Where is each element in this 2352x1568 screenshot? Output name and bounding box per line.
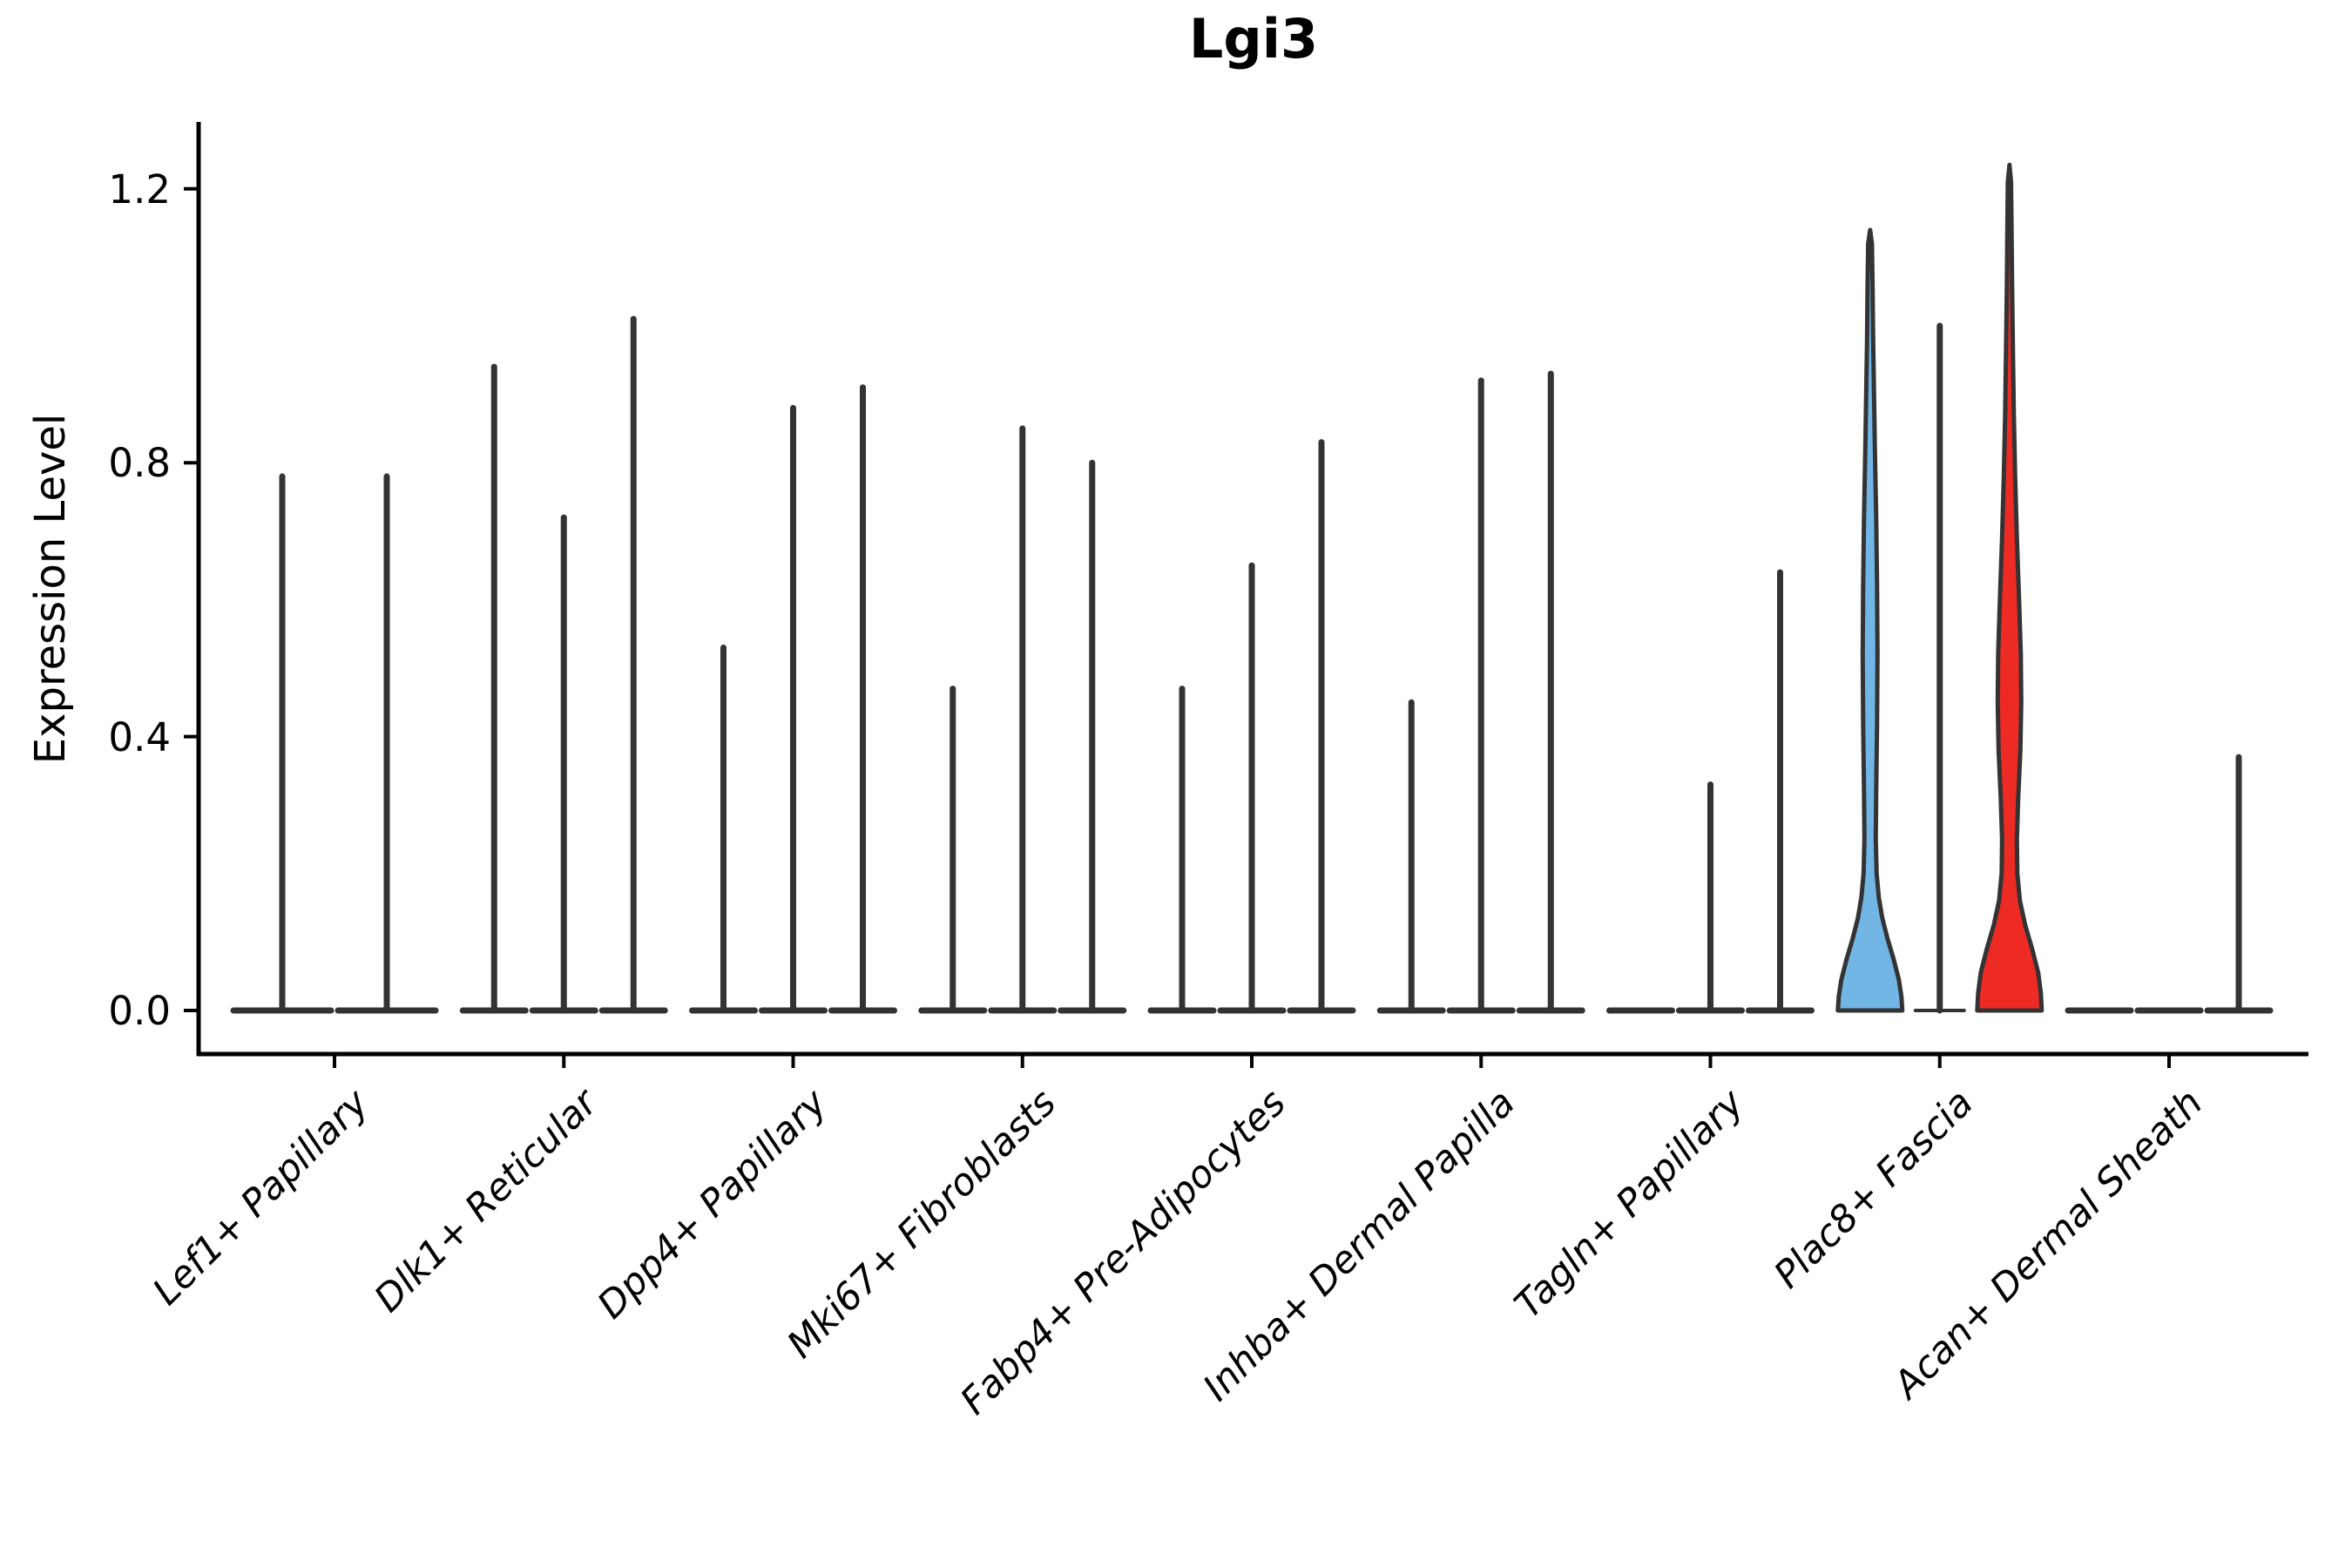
y-tick-label: 0.4 <box>108 713 171 760</box>
chart-title: Lgi3 <box>1188 7 1319 71</box>
y-tick-label: 1.2 <box>108 166 171 213</box>
violin-density-7-2 <box>1975 162 2044 1013</box>
y-tick-label: 0.8 <box>108 440 171 487</box>
y-tick-label: 0.0 <box>108 988 171 1034</box>
violin-density-7-0 <box>1835 227 1905 1013</box>
